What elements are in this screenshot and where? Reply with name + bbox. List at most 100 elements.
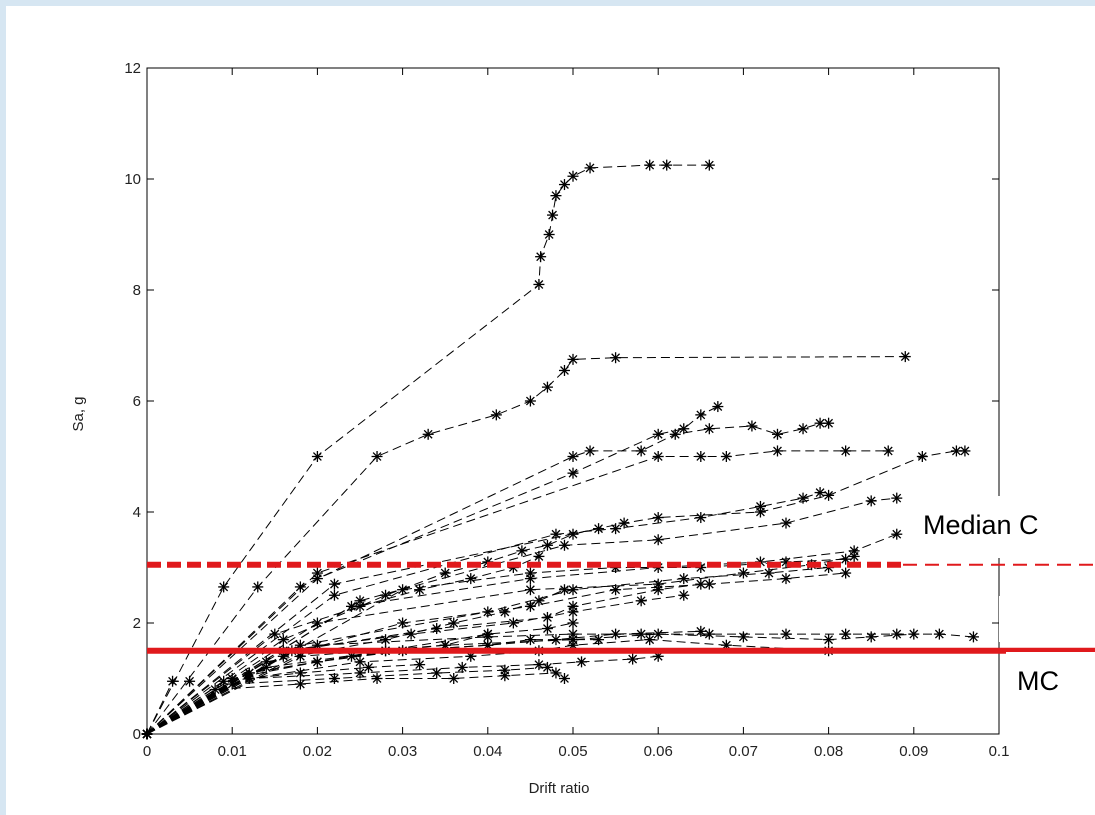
data-point	[644, 634, 656, 646]
data-point	[703, 628, 715, 640]
data-point	[891, 492, 903, 504]
data-point	[414, 584, 426, 596]
marker-stroke	[764, 568, 774, 578]
data-point	[737, 567, 749, 579]
data-point	[652, 512, 664, 524]
marker-stroke	[781, 557, 791, 567]
data-point	[865, 495, 877, 507]
data-point	[780, 573, 792, 585]
marker-stroke	[892, 529, 902, 539]
series-line	[146, 572, 846, 735]
marker-stroke	[491, 410, 501, 420]
data-point	[695, 625, 707, 637]
data-point	[593, 634, 605, 646]
marker-stroke	[721, 452, 731, 461]
data-point	[627, 653, 639, 665]
data-point	[644, 159, 656, 171]
data-point	[277, 634, 289, 646]
marker-stroke	[568, 171, 578, 181]
marker-stroke	[548, 210, 557, 220]
marker-stroke	[696, 626, 706, 636]
marker-stroke	[219, 676, 229, 686]
marker-stroke	[704, 424, 714, 434]
data-point	[567, 451, 579, 462]
data-point	[354, 600, 366, 612]
marker-stroke	[270, 629, 280, 639]
data-point	[482, 628, 494, 640]
data-point	[771, 445, 783, 457]
data-point	[541, 381, 553, 393]
marker-stroke	[679, 574, 689, 584]
data-point	[678, 573, 690, 585]
data-point	[567, 606, 579, 618]
data-point	[882, 445, 894, 457]
data-point	[652, 584, 664, 596]
data-point	[499, 670, 511, 682]
data-point	[294, 667, 306, 679]
x-tick-label: 0.05	[558, 743, 587, 760]
data-point	[959, 445, 971, 457]
marker-stroke	[372, 674, 382, 683]
data-point	[840, 567, 852, 579]
y-tick-label: 0	[133, 726, 141, 743]
data-point	[431, 667, 443, 679]
data-point	[269, 628, 281, 640]
data-point	[294, 581, 306, 593]
data-point	[771, 428, 783, 440]
data-point	[678, 589, 690, 601]
data-point	[823, 417, 835, 429]
data-point	[567, 170, 579, 182]
data-point	[720, 451, 732, 462]
reference-lines	[147, 561, 1095, 654]
data-point	[746, 420, 758, 432]
y-tick-label: 2	[133, 615, 141, 632]
data-point	[567, 353, 579, 365]
marker-stroke	[696, 513, 706, 522]
marker-stroke	[704, 629, 714, 639]
data-point	[703, 159, 715, 171]
data-point	[695, 512, 707, 524]
data-point	[550, 528, 562, 540]
data-point	[260, 656, 272, 668]
marker-stroke	[568, 607, 578, 617]
data-point	[567, 617, 579, 629]
marker-stroke	[466, 574, 476, 584]
marker-stroke	[679, 424, 689, 434]
data-point	[610, 523, 622, 535]
x-tick-label: 0.08	[814, 743, 843, 760]
data-point	[891, 628, 903, 640]
marker-stroke	[917, 452, 927, 461]
callout-box	[999, 596, 1095, 642]
data-point	[618, 517, 630, 529]
data-point	[524, 395, 536, 407]
series-30	[141, 659, 426, 740]
callout-box	[1006, 652, 1095, 706]
data-point	[354, 667, 366, 679]
marker-stroke	[653, 452, 663, 461]
marker-stroke	[815, 418, 825, 428]
series-1	[141, 159, 715, 740]
y-axis-label: Sa, g	[70, 396, 87, 431]
marker-stroke	[330, 674, 339, 683]
axis-ticks: 0 0.01 0.02 0.03 0.04 0.05 0.06 0.07 0.08 0.09 0.1…	[124, 60, 1009, 760]
y-tick-label: 4	[133, 504, 141, 521]
marker-stroke	[568, 585, 578, 595]
marker-stroke	[653, 585, 663, 595]
data-point	[490, 409, 502, 421]
series-line	[146, 450, 889, 735]
marker-stroke	[355, 668, 365, 678]
marker-stroke	[738, 568, 748, 578]
data-point	[507, 617, 519, 629]
marker-stroke	[219, 582, 229, 592]
callout-box	[903, 496, 1095, 558]
marker-stroke	[653, 629, 663, 639]
series-line	[146, 422, 829, 735]
marker-stroke	[432, 668, 442, 678]
marker-stroke	[653, 513, 663, 522]
marker-stroke	[543, 624, 552, 633]
y-tick-label: 10	[124, 171, 141, 188]
marker-stroke	[824, 418, 834, 428]
data-point	[567, 584, 579, 596]
marker-stroke	[653, 535, 663, 545]
data-point	[167, 675, 179, 687]
